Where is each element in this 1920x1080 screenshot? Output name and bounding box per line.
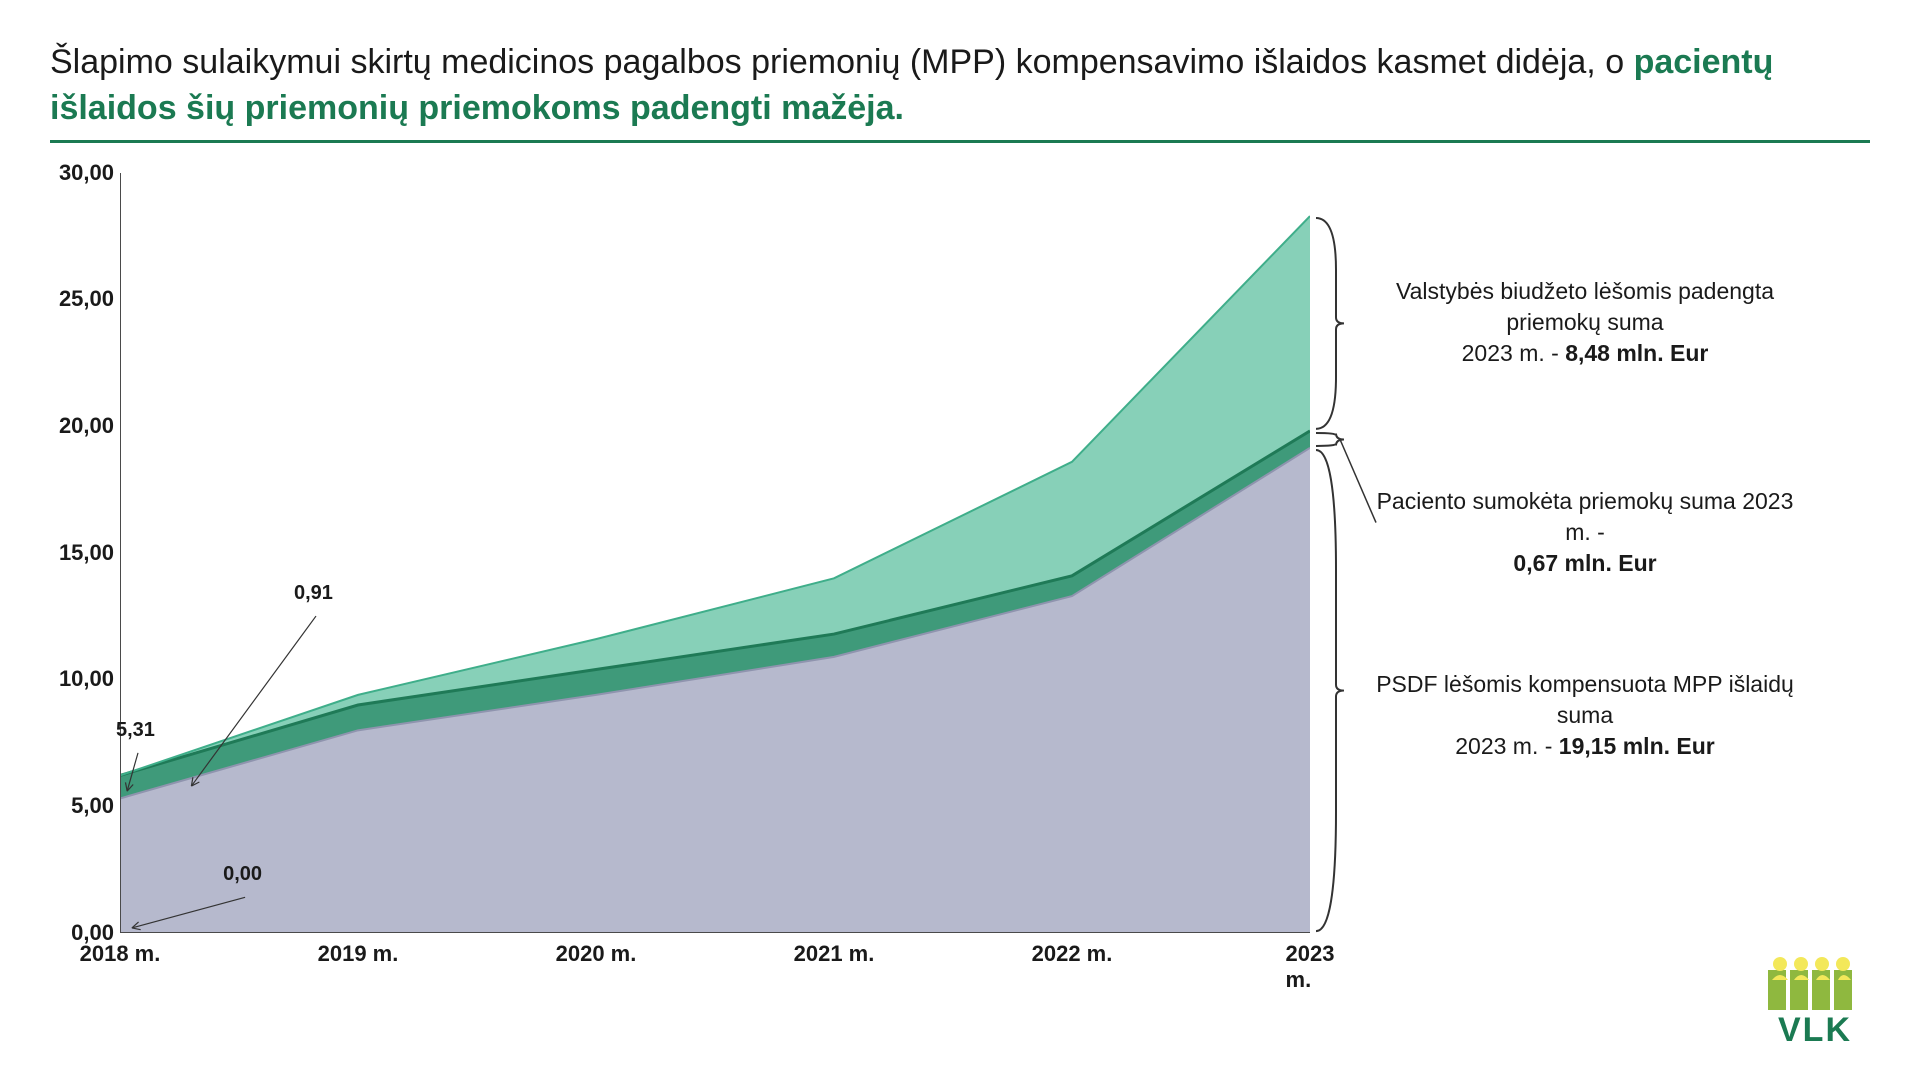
y-axis: 0,005,0010,0015,0020,0025,0030,00 (50, 173, 120, 933)
chart-area: 0,005,0010,0015,0020,0025,0030,00 5,310,… (50, 173, 1310, 993)
vlk-logo-icon (1760, 950, 1870, 1010)
y-tick-label: 30,00 (59, 160, 114, 186)
x-tick-label: 2018 m. (80, 941, 161, 967)
x-tick-label: 2019 m. (318, 941, 399, 967)
y-tick-label: 5,00 (71, 793, 114, 819)
data-point-label: 0,91 (294, 582, 333, 605)
annotation-psdf: PSDF lėšomis kompensuota MPP išlaidų sum… (1370, 669, 1800, 762)
title-normal: Šlapimo sulaikymui skirtų medicinos paga… (50, 43, 1634, 81)
x-tick-label: 2022 m. (1032, 941, 1113, 967)
x-axis: 2018 m.2019 m.2020 m.2021 m.2022 m.2023 … (120, 933, 1310, 993)
data-point-label: 0,00 (223, 863, 262, 886)
annotations-area: Valstybės biudžeto lėšomis padengta prie… (1310, 173, 1870, 993)
plot-area: 5,310,910,00 (120, 173, 1310, 933)
annotation-state: Valstybės biudžeto lėšomis padengta prie… (1370, 276, 1800, 369)
data-point-label: 5,31 (116, 719, 155, 742)
chart-title: Šlapimo sulaikymui skirtų medicinos paga… (50, 40, 1870, 132)
vlk-logo: VLK (1760, 950, 1870, 1050)
annotation-patient: Paciento sumokėta priemokų suma 2023 m. … (1370, 486, 1800, 579)
x-tick-label: 2020 m. (556, 941, 637, 967)
x-tick-label: 2021 m. (794, 941, 875, 967)
y-tick-label: 15,00 (59, 540, 114, 566)
vlk-logo-text: VLK (1760, 1011, 1870, 1050)
y-tick-label: 10,00 (59, 666, 114, 692)
y-tick-label: 25,00 (59, 286, 114, 312)
y-tick-label: 20,00 (59, 413, 114, 439)
title-underline (50, 140, 1870, 143)
